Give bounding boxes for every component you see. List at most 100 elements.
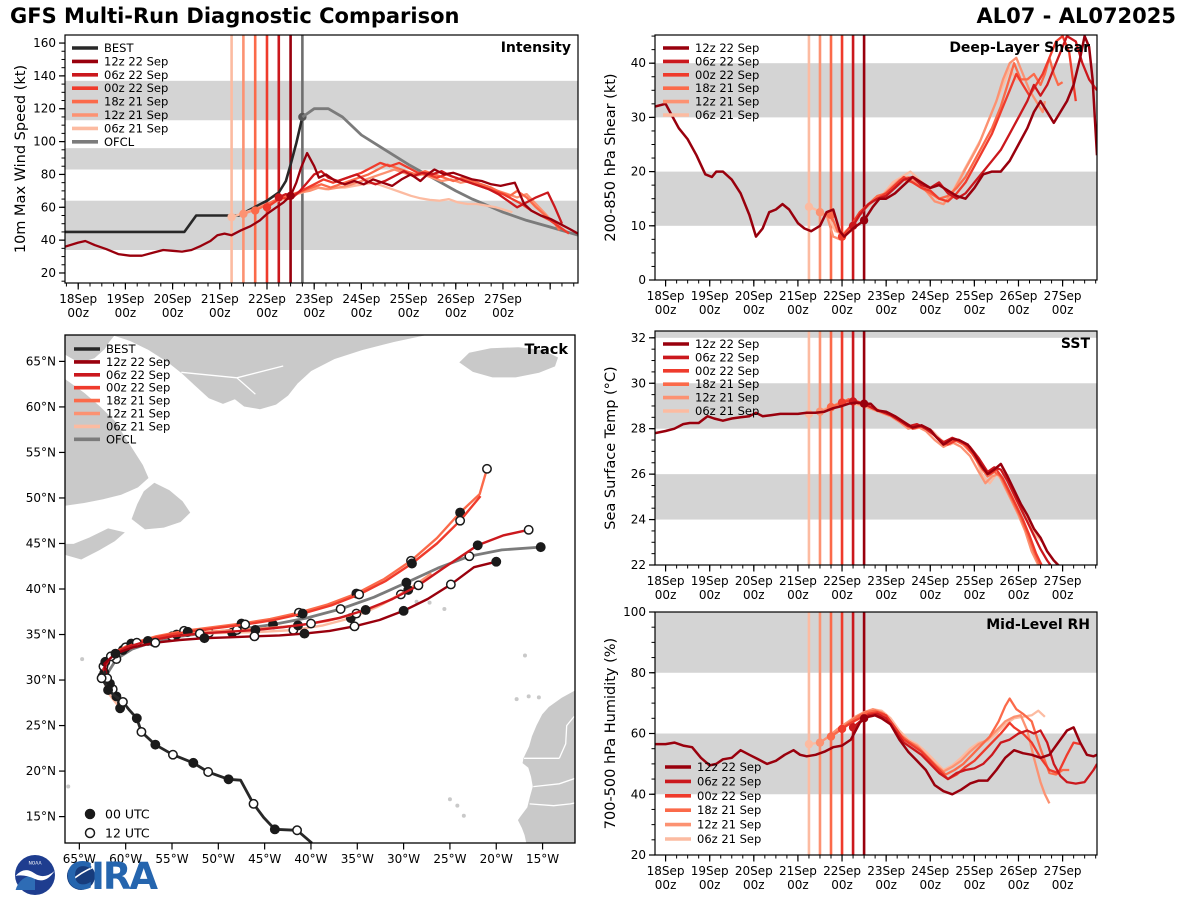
init-dot — [815, 208, 825, 217]
y-tick-label: 80 — [631, 666, 646, 680]
y-tick-label: 22 — [631, 558, 646, 572]
y-tick-label: 30 — [631, 376, 646, 390]
y-axis-title: Sea Surface Temp (°C) — [603, 366, 619, 529]
x-tick-hour: 00z — [964, 588, 986, 602]
x-tick-hour: 00z — [1008, 878, 1030, 892]
threshold-band — [655, 383, 1097, 429]
legend-label: 18z 21 Sep — [104, 95, 168, 109]
legend-label: OFCL — [104, 135, 135, 149]
position-marker-12utc — [240, 619, 251, 630]
position-marker-00utc — [223, 774, 234, 785]
position-marker-12utc — [167, 749, 178, 760]
threshold-band — [65, 80, 578, 121]
legend-label: 12z 22 Sep — [697, 760, 761, 774]
y-tick-label: 24 — [631, 513, 646, 527]
position-marker-00utc — [535, 542, 546, 553]
rh-panel: 2040608010018Sep00z19Sep00z20Sep00z21Sep… — [603, 605, 1098, 892]
position-marker-00utc — [360, 604, 371, 615]
init-dot — [250, 206, 260, 215]
x-tick-hour: 00z — [919, 303, 941, 317]
y-tick-label: 80 — [41, 167, 56, 181]
x-tick-hour: 00z — [398, 306, 420, 320]
lon-tick-label: 35°W — [341, 852, 374, 866]
cira-logo: CIRA — [66, 855, 160, 898]
ocean — [65, 335, 575, 843]
x-tick-day: 21Sep — [779, 864, 817, 878]
y-tick-label: 40 — [631, 787, 646, 801]
x-tick-day: 19Sep — [691, 864, 729, 878]
position-marker-12utc — [306, 618, 316, 629]
legend-label: 12z 22 Sep — [104, 54, 168, 68]
country-border — [236, 377, 256, 395]
init-dot — [804, 739, 814, 749]
position-marker-00utc — [297, 608, 308, 619]
position-marker-00utc — [299, 628, 310, 639]
x-tick-day: 22Sep — [823, 574, 861, 588]
island — [66, 784, 71, 789]
y-tick-label: 28 — [631, 422, 646, 436]
x-tick-hour: 00z — [831, 878, 853, 892]
lat-tick-label: 65°N — [26, 354, 56, 368]
island — [514, 697, 519, 702]
lon-tick-label: 65°W — [63, 852, 96, 866]
island — [536, 695, 541, 700]
landmass — [65, 528, 125, 560]
y-tick-label: 100 — [623, 605, 646, 619]
legend-label: 12z 22 Sep — [695, 41, 759, 55]
position-marker-12utc — [523, 524, 534, 535]
init-dot — [274, 193, 283, 202]
x-tick-day: 20Sep — [735, 864, 773, 878]
island — [447, 797, 452, 802]
position-marker-12utc — [117, 696, 128, 707]
panel-title: Track — [525, 342, 569, 358]
island — [522, 653, 527, 658]
x-tick-day: 27Sep — [1044, 289, 1082, 303]
legend-label: 12z 21 Sep — [697, 818, 761, 832]
x-tick-day: 19Sep — [691, 289, 729, 303]
position-marker-12utc — [136, 726, 147, 737]
legend-label: 12z 21 Sep — [104, 108, 168, 122]
x-tick-hour: 00z — [1052, 588, 1074, 602]
y-tick-label: 100 — [33, 135, 56, 149]
lat-tick-label: 40°N — [26, 582, 56, 596]
plot-frame — [654, 330, 1098, 566]
y-tick-label: 30 — [631, 110, 646, 124]
marker-legend-open — [84, 827, 96, 839]
x-tick-day: 18Sep — [647, 574, 685, 588]
legend-label: 00z 22 Sep — [106, 381, 170, 395]
x-tick-hour: 00z — [743, 878, 765, 892]
x-tick-day: 18Sep — [647, 864, 685, 878]
y-tick-label: 32 — [631, 331, 646, 345]
x-tick-hour: 00z — [964, 303, 986, 317]
x-tick-hour: 00z — [303, 306, 325, 320]
x-tick-day: 26Sep — [437, 292, 475, 306]
island — [427, 600, 432, 605]
x-tick-day: 26Sep — [1000, 574, 1038, 588]
x-tick-day: 23Sep — [295, 292, 333, 306]
x-tick-day: 19Sep — [106, 292, 144, 306]
x-tick-day: 23Sep — [867, 864, 905, 878]
legend-label: 12z 22 Sep — [695, 337, 759, 351]
island — [455, 803, 460, 808]
init-dot — [815, 738, 825, 747]
position-marker-12utc — [292, 825, 303, 836]
lat-tick-label: 45°N — [26, 536, 56, 550]
legend-label: 18z 21 Sep — [695, 81, 759, 95]
lat-tick-label: 60°N — [26, 400, 56, 414]
init-dot — [859, 399, 869, 408]
x-tick-hour: 00z — [699, 303, 721, 317]
position-marker-12utc — [349, 621, 360, 632]
legend-label: 06z 22 Sep — [695, 54, 759, 68]
x-tick-hour: 00z — [445, 306, 467, 320]
legend-label: BEST — [106, 342, 136, 356]
track-map-panel: 15°N 20°N 25°N 30°N 35°N 40°N 45°N 50°N 55°N 60°N… — [26, 334, 576, 866]
legend-label: 12z 22 Sep — [106, 355, 170, 369]
legend-label: 06z 22 Sep — [697, 774, 761, 788]
island — [526, 694, 531, 699]
init-dot — [286, 191, 295, 200]
legend-label: 06z 21 Sep — [106, 419, 170, 433]
landmass — [131, 482, 191, 530]
legend-label: 18z 21 Sep — [106, 394, 170, 408]
